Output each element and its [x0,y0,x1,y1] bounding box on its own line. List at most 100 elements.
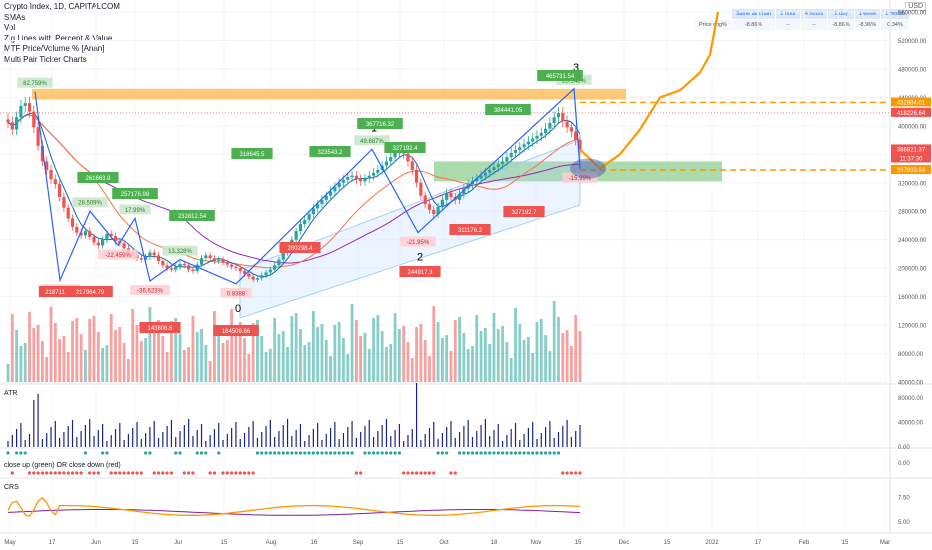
volume-bar [88,319,92,382]
closeud-dot [40,471,45,475]
closeud-dot [19,451,23,455]
value-tag-text: 280298.4 [287,246,313,252]
closeud-dot [225,471,229,475]
candle-body [178,263,182,267]
closeud-dot [23,451,27,455]
candle-body [526,141,530,145]
volume-bar [165,352,169,382]
y-tick-label: 480000.00 [898,67,927,73]
zigzag-label: 49.687% [354,135,390,146]
candle-body [457,194,462,200]
indicator-sma[interactable]: SMAs [4,12,26,22]
volume-bar [337,322,341,382]
volume-bar [359,336,363,382]
closeud-dot [311,451,315,455]
value-tag-text: 232812.54 [178,214,207,220]
closeud-dot [92,471,96,475]
zigzag-label-bg [562,172,598,183]
x-tick-label: Sep [353,540,364,546]
value-tag-bg [231,148,273,159]
candle-body [367,175,371,179]
closeud-dot [169,471,174,475]
candle-body [350,175,354,178]
value-tag-text: 323543.2 [317,150,343,156]
resistance-zone [32,88,626,100]
closeud-dot [195,451,199,455]
volume-bar [114,330,117,382]
volume-bar [423,340,427,382]
candle-body [531,138,535,142]
zigzag-label-text: -22.459% [105,253,131,259]
closeud-dot [161,471,165,475]
value-tag-bg [537,70,583,81]
closeud-dot [247,471,251,475]
x-tick-label: Dec [619,540,630,546]
volume-bar [75,318,79,382]
closeud-dot [380,451,384,455]
volume-bar [453,320,457,382]
volume-bar [367,349,371,382]
candle-body [509,152,513,158]
value-tag: 384441.05 [485,104,531,115]
indicator-multi-pair[interactable]: Multi Pair Ticker Charts [4,54,87,64]
zigzag-label-text: -36.623% [137,288,163,294]
candle-body [277,259,281,266]
volume-bar [96,332,100,382]
closeud-dot [234,471,238,475]
candle-body [440,199,444,207]
closeud-dot [376,451,380,455]
closeud-dot [337,451,341,455]
x-tick-label: 15 [842,540,849,546]
symbol-title[interactable]: Crypto Index, 1D, CAPITALCOM [4,2,120,11]
volume-bar [320,324,324,382]
indicator-mtf[interactable]: MTF Price/Volume % [Anan] [4,44,105,53]
closeud-dot [531,451,535,455]
wave-label: 2 [417,252,423,264]
volume-bar [161,336,165,382]
closeud-dot [152,471,156,475]
value-tag: 465731.54 [537,70,583,81]
closeud-dot [75,471,79,475]
candle-body [264,272,268,276]
volume-bar [316,327,320,382]
price-axis-label-bg [891,97,931,107]
closeud-dot [488,451,492,455]
candle-body [298,224,303,232]
closeud-dot [574,471,578,475]
closeud-dot [303,451,307,455]
candle-body [40,145,45,162]
price-axis-label-bg [891,153,931,163]
candle-body [88,231,92,237]
closeud-dot [363,451,367,455]
value-tag: 318645.5 [231,148,273,159]
price-axis-label-bg [891,107,931,117]
candle-body [303,219,307,225]
candle-body [122,243,126,249]
volume-bar [234,325,238,382]
mtf-row-label: Price chg% [694,19,732,31]
candle-body [548,123,552,129]
y-tick-label: 160000.00 [898,295,927,301]
closeud-dot [346,451,350,455]
closeud-dot [492,451,496,455]
closeud-dot [543,451,548,455]
volume-bar [41,341,44,382]
candle-body [479,175,483,179]
candle-body [174,266,178,270]
volume-bar [286,347,289,382]
zigzag-label-text: 49.687% [360,139,384,145]
zigzag-label-bg [119,204,151,215]
currency-badge[interactable]: USD [905,2,926,11]
indicator-zig[interactable]: Zig Lines with Percent & Value [4,33,113,43]
closeud-tick-label: 0.00 [898,461,910,467]
value-tag-text: 261663.9 [85,176,111,182]
candle-body [79,232,83,236]
value-tag: 164509.66 [213,325,259,336]
candle-body [165,265,169,269]
volume-bar [354,320,358,382]
closeud-dot [260,451,264,455]
closeud-dot [324,451,328,455]
closeud-dot [174,451,178,455]
crs-tick-label: 5.00 [898,520,910,526]
